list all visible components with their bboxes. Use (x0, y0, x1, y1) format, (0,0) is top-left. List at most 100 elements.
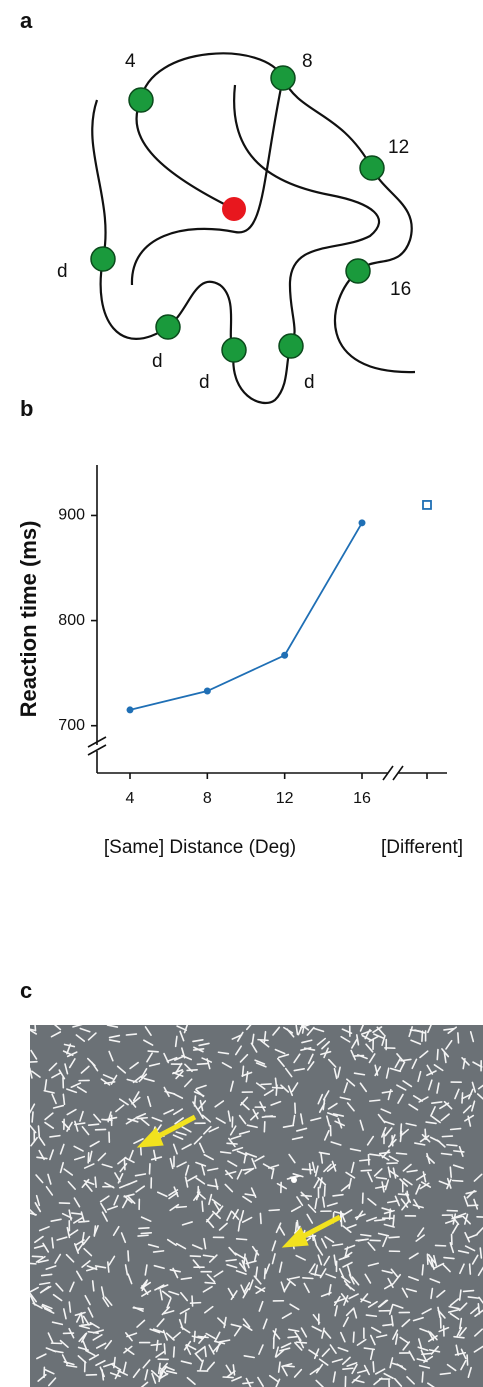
texture-element (191, 1244, 203, 1250)
texture-element (383, 1372, 394, 1380)
texture-element (187, 1175, 198, 1182)
texture-element (429, 1136, 441, 1143)
x-tick-label: 16 (353, 790, 371, 807)
texture-element (118, 1183, 130, 1189)
texture-element (154, 1284, 165, 1291)
texture-element (30, 1049, 38, 1060)
texture-element (286, 1278, 296, 1287)
texture-element (415, 1183, 421, 1195)
texture-element (307, 1204, 317, 1213)
texture-element (104, 1296, 113, 1306)
texture-element (156, 1318, 165, 1328)
texture-element (232, 1208, 239, 1220)
texture-element (333, 1067, 338, 1080)
texture-element (168, 1189, 179, 1196)
x-tick-label: 8 (203, 790, 212, 807)
texture-element (150, 1156, 163, 1161)
texture-element (150, 1343, 163, 1347)
texture-element (125, 1117, 136, 1125)
texture-element (271, 1253, 276, 1265)
texture-element (221, 1061, 233, 1069)
texture-element (87, 1152, 90, 1164)
texture-element (169, 1269, 181, 1273)
texture-element (73, 1243, 80, 1254)
texture-element (231, 1034, 243, 1040)
texture-element (107, 1261, 110, 1273)
texture-element (241, 1216, 253, 1223)
texture-element (337, 1066, 341, 1078)
texture-element (268, 1164, 280, 1169)
texture-element (180, 1360, 192, 1365)
texture-element (50, 1031, 62, 1038)
texture-element (189, 1255, 202, 1258)
texture-element (236, 1168, 243, 1180)
texture-element (270, 1100, 282, 1106)
texture-element (79, 1027, 91, 1033)
texture-element (351, 1038, 358, 1049)
texture-element (49, 1134, 61, 1138)
x-tick-label: 4 (126, 790, 135, 807)
texture-element (392, 1329, 399, 1340)
texture-element (193, 1330, 196, 1343)
texture-element (80, 1332, 88, 1343)
texture-element (311, 1161, 316, 1174)
texture-element (163, 1108, 174, 1115)
texture-element (444, 1219, 457, 1224)
texture-element (447, 1308, 460, 1313)
texture-element (410, 1039, 422, 1045)
texture-element (59, 1143, 65, 1155)
texture-element (427, 1256, 434, 1268)
texture-element (241, 1065, 245, 1078)
texture-element (122, 1361, 127, 1373)
texture-element (168, 1290, 180, 1296)
texture-element (343, 1295, 349, 1306)
texture-element (189, 1301, 202, 1305)
texture-element (477, 1302, 481, 1315)
texture-element (37, 1259, 49, 1264)
texture-element (65, 1364, 78, 1368)
texture-element (175, 1131, 187, 1136)
texture-element (101, 1163, 113, 1169)
texture-element (461, 1093, 472, 1100)
texture-element (339, 1096, 351, 1101)
texture-element (415, 1234, 425, 1242)
texture-element (451, 1223, 459, 1234)
texture-element (356, 1034, 360, 1046)
point (281, 651, 289, 659)
texture-element (108, 1039, 121, 1043)
texture-element (77, 1346, 90, 1351)
texture-element (225, 1170, 237, 1176)
texture-element (299, 1113, 304, 1125)
texture-element (166, 1056, 178, 1063)
texture-element (128, 1149, 134, 1161)
texture-element (52, 1104, 65, 1109)
texture-element (99, 1195, 110, 1203)
texture-element (383, 1209, 395, 1215)
texture-element (417, 1346, 429, 1352)
category-label: [Different] (381, 837, 463, 858)
texture-element (35, 1194, 41, 1207)
texture-element (405, 1192, 412, 1204)
texture-element (108, 1050, 114, 1062)
texture-element (429, 1331, 438, 1341)
texture-element (104, 1339, 113, 1350)
texture-element (82, 1315, 90, 1326)
texture-element (323, 1255, 331, 1266)
texture-element (339, 1331, 346, 1343)
texture-element (377, 1232, 390, 1237)
point (203, 687, 211, 695)
texture-element (231, 1376, 242, 1382)
texture-element (74, 1239, 85, 1246)
texture-element (457, 1032, 460, 1044)
texture-element (207, 1167, 219, 1172)
texture-element (254, 1285, 266, 1293)
texture-element (399, 1061, 406, 1072)
texture-element (308, 1263, 316, 1274)
texture-element (94, 1265, 107, 1269)
texture-element (147, 1243, 160, 1248)
texture-element (316, 1037, 326, 1046)
texture-element (352, 1307, 358, 1319)
texture-element (323, 1329, 332, 1339)
texture-element (351, 1276, 360, 1286)
texture-element (442, 1263, 451, 1273)
